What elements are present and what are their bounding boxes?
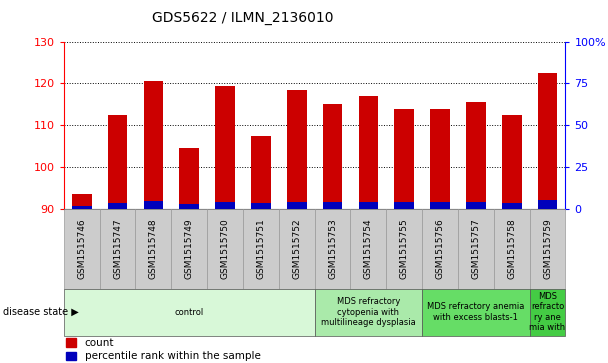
- Text: MDS
refracto
ry ane
mia with: MDS refracto ry ane mia with: [530, 292, 565, 332]
- Text: GSM1515757: GSM1515757: [471, 218, 480, 279]
- Text: GSM1515759: GSM1515759: [543, 218, 552, 279]
- Bar: [430, 202, 450, 209]
- Bar: [287, 202, 306, 209]
- Text: GSM1515758: GSM1515758: [507, 218, 516, 279]
- Bar: [323, 105, 342, 209]
- Bar: [430, 109, 450, 209]
- Bar: [179, 204, 199, 209]
- Text: GSM1515755: GSM1515755: [399, 218, 409, 279]
- Text: GSM1515749: GSM1515749: [185, 218, 194, 279]
- Text: GSM1515753: GSM1515753: [328, 218, 337, 279]
- Text: GSM1515752: GSM1515752: [292, 218, 301, 279]
- Bar: [72, 194, 92, 209]
- Text: GSM1515747: GSM1515747: [113, 218, 122, 279]
- Bar: [395, 109, 414, 209]
- Bar: [143, 201, 164, 209]
- Text: MDS refractory
cytopenia with
multilineage dysplasia: MDS refractory cytopenia with multilinea…: [321, 297, 416, 327]
- Text: GSM1515751: GSM1515751: [257, 218, 266, 279]
- Bar: [359, 202, 378, 209]
- Legend: count, percentile rank within the sample: count, percentile rank within the sample: [66, 338, 261, 362]
- Text: GSM1515750: GSM1515750: [221, 218, 230, 279]
- Bar: [466, 202, 486, 209]
- Bar: [537, 200, 558, 209]
- Text: GSM1515746: GSM1515746: [77, 218, 86, 279]
- Text: disease state ▶: disease state ▶: [3, 307, 79, 317]
- Bar: [251, 136, 271, 209]
- Text: GSM1515756: GSM1515756: [435, 218, 444, 279]
- Bar: [72, 206, 92, 209]
- Bar: [108, 115, 128, 209]
- Bar: [287, 90, 306, 209]
- Bar: [466, 102, 486, 209]
- Text: control: control: [174, 308, 204, 317]
- Bar: [323, 202, 342, 209]
- Bar: [395, 202, 414, 209]
- Bar: [108, 203, 128, 209]
- Bar: [251, 203, 271, 209]
- Text: GSM1515748: GSM1515748: [149, 218, 158, 279]
- Bar: [502, 115, 522, 209]
- Text: GDS5622 / ILMN_2136010: GDS5622 / ILMN_2136010: [153, 11, 334, 25]
- Bar: [215, 202, 235, 209]
- Bar: [537, 73, 558, 209]
- Text: GSM1515754: GSM1515754: [364, 218, 373, 279]
- Bar: [215, 86, 235, 209]
- Bar: [502, 203, 522, 209]
- Bar: [143, 81, 164, 209]
- Bar: [359, 96, 378, 209]
- Text: MDS refractory anemia
with excess blasts-1: MDS refractory anemia with excess blasts…: [427, 302, 525, 322]
- Bar: [179, 148, 199, 209]
